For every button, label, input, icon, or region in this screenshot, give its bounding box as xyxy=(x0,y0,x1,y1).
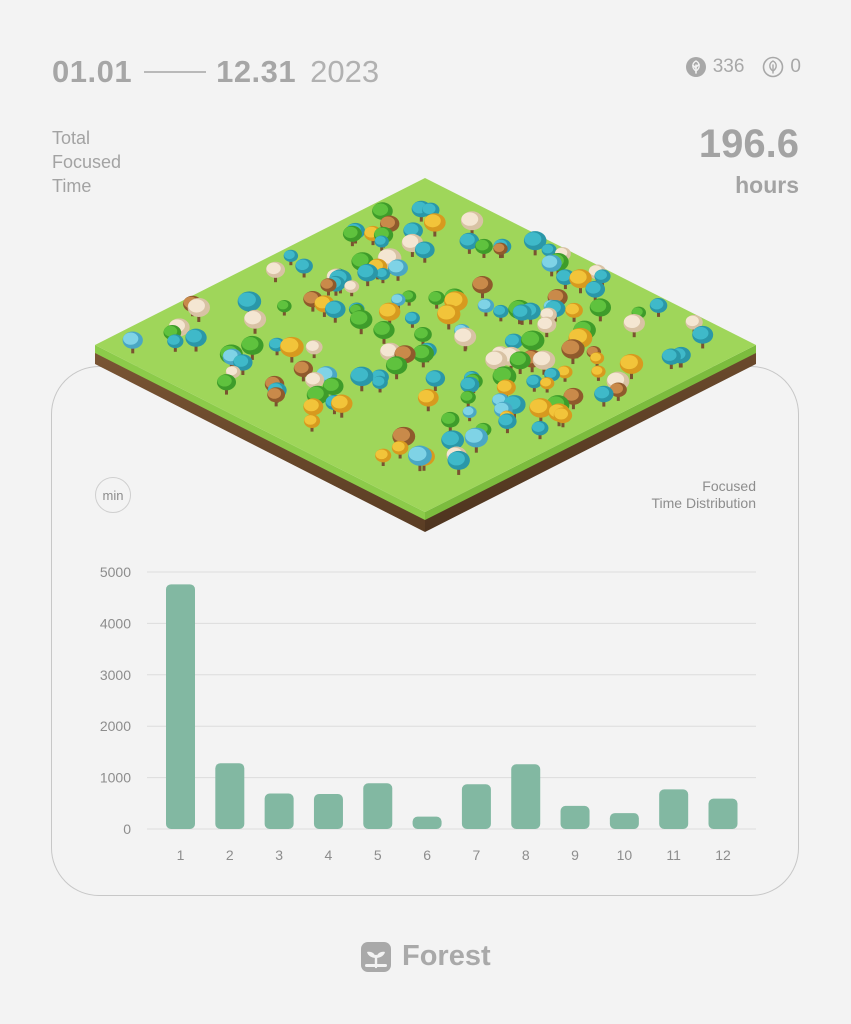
date-year: 2023 xyxy=(310,54,380,89)
dead-tree-count: 0 xyxy=(790,56,801,77)
date-start: 01.01 xyxy=(52,54,133,89)
island-soil-right xyxy=(425,350,756,532)
total-focused-time-label: Total Focused Time xyxy=(52,126,121,198)
date-end: 12.31 xyxy=(216,54,297,89)
forest-brand: Forest xyxy=(360,940,491,973)
dead-leaf-icon xyxy=(763,56,784,78)
hours-value: 196.6 xyxy=(698,122,799,166)
brand-name: Forest xyxy=(402,940,491,972)
total-focused-time-label-text: Total Focused Time xyxy=(52,128,122,196)
chart-title-text: Focused Time Distribution xyxy=(651,478,756,511)
forest-island-illustration xyxy=(95,178,756,532)
forest-trees xyxy=(122,200,714,475)
healthy-tree-counter: 336 xyxy=(685,56,745,78)
chart-title: Focused Time Distribution xyxy=(651,478,756,512)
forest-logo-icon xyxy=(361,941,391,972)
healthy-leaf-icon xyxy=(685,57,706,77)
healthy-tree-count: 336 xyxy=(712,56,745,77)
unit-badge: min xyxy=(95,477,131,513)
date-range: 01.01 12.31 2023 xyxy=(52,52,379,92)
date-range-divider xyxy=(144,71,207,73)
hours-unit: hours xyxy=(735,172,799,198)
tree-counters: 336 0 xyxy=(685,56,801,78)
island-soil-left xyxy=(95,350,425,532)
dead-tree-counter: 0 xyxy=(762,56,801,78)
